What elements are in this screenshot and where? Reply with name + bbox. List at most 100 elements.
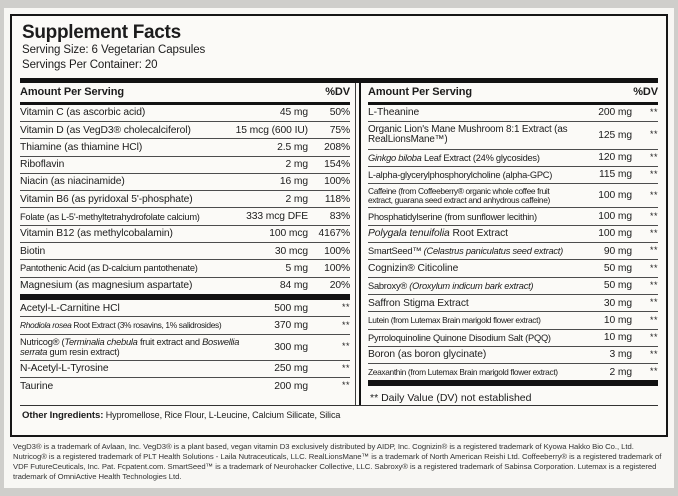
supplement-facts-panel: Supplement Facts Serving Size: 6 Vegetar… [10, 14, 668, 437]
nutrient-row: L-Theanine 200 mg ** [368, 105, 658, 121]
nutrient-name: Zeaxanthin (from Lutemax Brain marigold … [368, 366, 558, 377]
other-ingredients-value: Hypromellose, Rice Flour, L-Leucine, Cal… [105, 409, 341, 420]
nutrient-dv: ** [649, 331, 658, 342]
nutrient-amount: 115 mg [599, 169, 632, 181]
nutrient-row: Nutricog® (Terminalia chebula fruit extr… [20, 333, 350, 360]
right-actives-rows: L-Theanine 200 mg ** Organic Lion's Mane… [368, 105, 658, 381]
nutrient-dv: ** [649, 129, 658, 140]
nutrient-name-rest: Root Extract (3% rosavins, 1% salidrosid… [71, 319, 222, 330]
nutrient-amount: 200 mg [598, 107, 632, 119]
nutrient-name: Polygala tenuifolia Root Extract [368, 228, 572, 239]
nutrient-amount: 30 mg [603, 297, 632, 309]
nutrient-dv: 100% [324, 176, 350, 188]
nutrient-name: Caffeine (from Coffeeberry® organic whol… [368, 185, 550, 205]
column-header-bar [20, 101, 350, 105]
nutrient-amount: 2.5 mg [277, 141, 308, 153]
nutrient-name: Saffron Stigma Extract [368, 297, 469, 309]
nutrient-name: Niacin (as niacinamide) [20, 176, 125, 188]
nutrient-name: Vitamin B12 (as methylcobalamin) [20, 228, 173, 240]
nutrient-dv: ** [649, 169, 658, 180]
nutrient-dv: ** [649, 262, 658, 273]
latin-name: (Celastrus paniculatus seed extract) [423, 246, 564, 257]
nutrient-name: Rhodiola rosea Root Extract (3% rosavins… [20, 319, 246, 330]
nutrient-amount: 370 mg [274, 319, 308, 331]
latin-name: (Oroxylum indicum bark extract) [409, 280, 534, 291]
nutrient-name: SmartSeed™ (Celastrus paniculatus seed e… [368, 246, 572, 256]
nutrient-row: Niacin (as niacinamide) 16 mg 100% [20, 172, 350, 190]
nutrient-dv: 83% [329, 211, 350, 223]
nutrient-row: Acetyl-L-Carnitine HCl 500 mg ** [20, 300, 350, 316]
dv-header: %DV [633, 85, 658, 98]
nutrient-amount: 16 mg [279, 176, 308, 188]
nutrient-amount: 2 mg [285, 193, 309, 205]
other-ingredients: Other Ingredients: Hypromellose, Rice Fl… [20, 404, 658, 426]
nutrient-row: Cognizin® Citicoline 50 mg ** [368, 259, 658, 276]
nutrient-name: Vitamin B6 (as pyridoxal 5'-phosphate) [20, 193, 193, 205]
nutrient-name: Taurine [20, 380, 54, 392]
nutrient-name: Nutricog® (Terminalia chebula fruit extr… [20, 337, 246, 357]
nutrient-row: Vitamin C (as ascorbic acid) 45 mg 50% [20, 105, 350, 121]
nutrient-dv: ** [649, 366, 658, 377]
nutrient-dv: 20% [329, 280, 350, 292]
nutrient-amount: 5 mg [285, 262, 309, 274]
trademark-footnote: VegD3® is a trademark of Avlaan, Inc. Ve… [13, 442, 662, 481]
nutrient-row: Zeaxanthin (from Lutemax Brain marigold … [368, 363, 658, 380]
label-sheet: Supplement Facts Serving Size: 6 Vegetar… [4, 8, 674, 488]
nutrient-amount: 45 mg [279, 107, 308, 119]
nutrient-amount: 500 mg [274, 302, 308, 314]
nutrient-name-part: Sabroxy® [368, 280, 410, 291]
nutrient-name: N-Acetyl-L-Tyrosine [20, 363, 109, 375]
nutrient-columns: Amount Per Serving %DV Vitamin C (as asc… [20, 82, 658, 405]
nutrient-row: Rhodiola rosea Root Extract (3% rosavins… [20, 316, 350, 333]
nutrient-amount: 50 mg [603, 280, 632, 292]
nutrient-amount: 50 mg [603, 262, 632, 274]
nutrient-name: Sabroxy® (Oroxylum indicum bark extract) [368, 281, 572, 291]
nutrient-amount: 333 mcg DFE [246, 211, 308, 223]
nutrient-amount: 250 mg [274, 363, 308, 375]
latin-name: Rhodiola rosea [20, 319, 72, 330]
nutrient-dv: ** [649, 349, 658, 360]
nutrient-dv: 100% [324, 245, 350, 257]
header-divider-bar [20, 77, 658, 83]
nutrient-name: Biotin [20, 245, 46, 257]
nutrient-amount: 2 mg [285, 159, 309, 171]
nutrient-row: Vitamin B6 (as pyridoxal 5'-phosphate) 2… [20, 190, 350, 207]
nutrient-amount: 200 mg [274, 380, 308, 392]
nutrient-row: Phosphatidylserine (from sunflower lecit… [368, 207, 658, 224]
nutrient-row: Taurine 200 mg ** [20, 377, 350, 394]
nutrient-name: L-alpha-glycerylphosphorylcholine (alpha… [368, 169, 553, 180]
nutrient-dv: ** [649, 210, 658, 221]
nutrient-dv: ** [649, 279, 658, 290]
nutrient-dv: ** [341, 363, 350, 374]
latin-name: Boswellia serrata [20, 337, 240, 358]
nutrient-name: Pantothenic Acid (as D-calcium pantothen… [20, 263, 198, 274]
nutrient-name-part: gum resin extract) [47, 347, 120, 358]
left-column-header: Amount Per Serving %DV [20, 83, 350, 102]
nutrient-row: Vitamin B12 (as methylcobalamin) 100 mcg… [20, 224, 350, 242]
nutrient-amount: 100 mcg [269, 228, 308, 240]
nutrient-dv: 75% [329, 124, 350, 136]
other-ingredients-label: Other Ingredients: [22, 409, 104, 421]
amount-per-serving-header: Amount Per Serving [20, 85, 124, 98]
nutrient-name: Vitamin C (as ascorbic acid) [20, 107, 146, 119]
nutrient-name: Acetyl-L-Carnitine HCl [20, 302, 120, 314]
nutrient-row: Organic Lion's Mane Mushroom 8:1 Extract… [368, 120, 658, 149]
nutrient-row: SmartSeed™ (Celastrus paniculatus seed e… [368, 242, 658, 259]
right-column-header: Amount Per Serving %DV [368, 83, 658, 102]
nutrient-dv: 4167% [318, 228, 350, 240]
servings-per-container: Servings Per Container: 20 [22, 58, 158, 71]
nutrient-amount: 300 mg [274, 341, 308, 353]
right-column: Amount Per Serving %DV L-Theanine 200 mg… [359, 82, 658, 405]
nutrient-name: Organic Lion's Mane Mushroom 8:1 Extract… [368, 123, 568, 146]
nutrient-dv: 100% [324, 262, 350, 274]
nutrient-name: Magnesium (as magnesium aspartate) [20, 280, 193, 292]
nutrient-name: Riboflavin [20, 159, 65, 171]
latin-name: Polygala tenuifolia [368, 228, 450, 240]
nutrient-row: Vitamin D (as VegD3® cholecalciferol) 15… [20, 120, 350, 138]
nutrient-dv: 118% [324, 193, 350, 205]
nutrient-amount: 90 mg [603, 245, 632, 257]
left-actives-rows: Acetyl-L-Carnitine HCl 500 mg ** Rhodiol… [20, 300, 350, 394]
section-divider-bar [368, 380, 658, 387]
nutrient-row: L-alpha-glycerylphosphorylcholine (alpha… [368, 165, 658, 183]
latin-name: Ginkgo biloba [368, 152, 422, 163]
